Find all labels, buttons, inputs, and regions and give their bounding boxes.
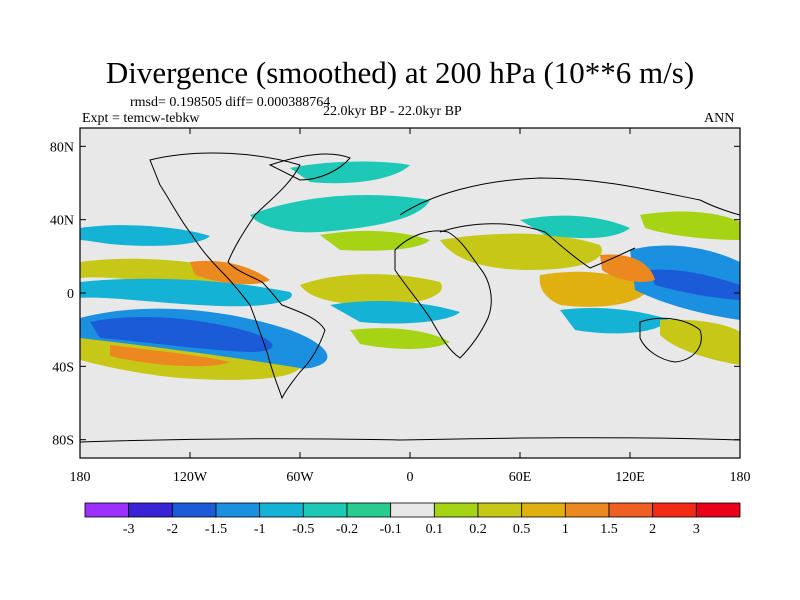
north-atlantic-negative xyxy=(250,195,430,233)
colorbar-swatch xyxy=(608,502,654,518)
colorbar-label: 0.1 xyxy=(426,522,444,537)
colorbar-label: -0.5 xyxy=(292,522,314,537)
lon-tick-label: 180 xyxy=(70,470,91,485)
lon-tick-label: 0 xyxy=(407,470,414,485)
lon-axis: 180 120W 60W 0 60E 120E 180 xyxy=(70,128,751,485)
stats-text: rmsd= 0.198505 diff= 0.000388764 xyxy=(130,95,331,110)
antarctica-outline xyxy=(80,437,740,443)
colorbar-swatch xyxy=(652,502,697,518)
lat-tick-label: 40N xyxy=(50,214,74,229)
americas-outline xyxy=(149,152,326,400)
maritime-positive xyxy=(600,254,655,282)
central-america-positive xyxy=(190,260,270,285)
colorbar-swatch xyxy=(302,502,348,518)
colorbar-swatch xyxy=(346,502,392,518)
south-pacific-strong-negative xyxy=(90,317,273,352)
lat-tick-label: 80N xyxy=(50,140,74,155)
colorbar-label: -0.2 xyxy=(336,522,358,537)
colorbar-swatch xyxy=(84,502,130,518)
colorbar-swatch xyxy=(259,502,304,518)
south-westpac-positive xyxy=(660,319,740,365)
plot-title: Divergence (smoothed) at 200 hPa (10**6 … xyxy=(105,55,695,90)
lon-tick-label: 120W xyxy=(173,470,208,485)
colorbar-label: 0.5 xyxy=(513,522,531,537)
colorbar-label: 1.5 xyxy=(600,522,618,537)
colorbar-swatch xyxy=(128,502,173,518)
indian-ocean-positive xyxy=(539,271,650,307)
colorbar-swatch xyxy=(564,502,610,518)
colorbar-swatch xyxy=(433,502,479,518)
tropical-atlantic-positive xyxy=(300,274,442,305)
lon-tick-label: 60E xyxy=(509,470,532,485)
season-text: ANN xyxy=(704,111,735,126)
south-pacific-strong-positive xyxy=(110,345,230,367)
asia-positive xyxy=(440,233,602,270)
greenland-outline xyxy=(268,153,351,181)
colorbar: -3 -2 -1.5 -1 -0.5 -0.2 -0.1 0.1 0.2 0.5 1 1.5 2 3 xyxy=(84,502,741,537)
atlantic-positive xyxy=(320,230,430,251)
colorbar-swatch xyxy=(390,502,435,518)
continent-outlines xyxy=(80,152,740,443)
lat-tick-label: 40S xyxy=(52,360,74,375)
tropical-pacific-negative xyxy=(80,278,292,307)
colorbar-label: -2 xyxy=(166,522,178,537)
colorbar-label: -0.1 xyxy=(380,522,402,537)
lon-tick-label: 120E xyxy=(615,470,645,485)
colorbar-swatch xyxy=(477,502,523,518)
north-pacific-negative xyxy=(80,225,210,246)
arctic-negative xyxy=(290,161,410,184)
australia-outline xyxy=(639,317,702,363)
lon-tick-label: 60W xyxy=(286,470,314,485)
colorbar-label: 1 xyxy=(562,522,569,537)
colorbar-label: -1 xyxy=(254,522,266,537)
lon-tick-label: 180 xyxy=(730,470,751,485)
divergence-field xyxy=(80,161,740,380)
colorbar-label: -1.5 xyxy=(205,522,227,537)
colorbar-swatch xyxy=(171,502,217,518)
westpac-strong-negative xyxy=(650,269,740,300)
africa-outline xyxy=(394,230,492,359)
north-westpac-positive xyxy=(640,211,740,240)
colorbar-label: -3 xyxy=(123,522,135,537)
colorbar-swatch xyxy=(521,502,566,518)
south-atlantic-negative xyxy=(330,300,460,324)
asia-negative xyxy=(520,215,630,239)
south-atlantic-positive xyxy=(350,328,450,349)
colorbar-label: 3 xyxy=(693,522,700,537)
colorbar-swatch xyxy=(695,502,741,518)
eurasia-outline xyxy=(399,177,740,269)
colorbar-label: 0.2 xyxy=(469,522,487,537)
lat-axis: 80N 40N 0 40S 80S xyxy=(50,140,740,449)
indian-ocean-negative xyxy=(560,308,670,334)
period-text: 22.0kyr BP - 22.0kyr BP xyxy=(323,104,462,119)
colorbar-swatch xyxy=(215,502,261,518)
lat-tick-label: 80S xyxy=(52,434,74,449)
lat-tick-label: 0 xyxy=(67,287,74,302)
colorbar-label: 2 xyxy=(649,522,656,537)
experiment-text: Expt = temcw-tebkw xyxy=(82,111,200,126)
